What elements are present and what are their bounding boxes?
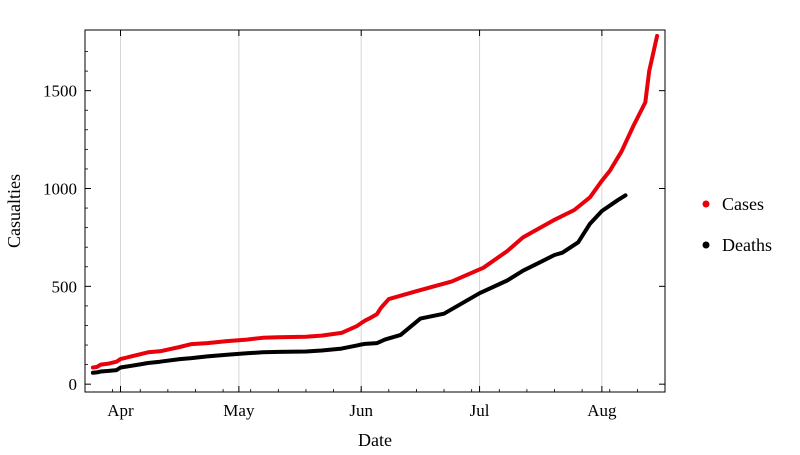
x-tick-label: May (223, 401, 255, 420)
y-tick-label: 1000 (43, 179, 77, 198)
legend-marker-deaths (702, 241, 710, 249)
y-tick-label: 1500 (43, 82, 77, 101)
legend-label-deaths: Deaths (722, 235, 772, 255)
x-axis-title: Date (358, 430, 392, 450)
legend-item-deaths: Deaths (702, 235, 772, 255)
legend: Cases Deaths (702, 194, 772, 255)
legend-item-cases: Cases (702, 194, 764, 214)
x-tick-label: Apr (107, 401, 134, 420)
legend-marker-cases (702, 200, 710, 208)
y-axis: 0 500 1000 1500 (43, 51, 665, 394)
x-tick-label: Jun (349, 401, 373, 420)
y-tick-label: 0 (69, 375, 78, 394)
series-layer (90, 33, 660, 375)
x-axis: Apr May Jun Jul Aug (84, 30, 666, 420)
x-tick-label: Jul (470, 401, 490, 420)
grid-lines (120, 30, 603, 392)
series-line-cases (90, 33, 660, 370)
legend-label-cases: Cases (722, 194, 764, 214)
plot-frame (84, 29, 666, 393)
x-tick-label: Aug (587, 401, 617, 420)
y-axis-title: Casualties (4, 174, 24, 248)
y-tick-label: 500 (52, 277, 78, 296)
series-line-deaths (90, 193, 628, 375)
